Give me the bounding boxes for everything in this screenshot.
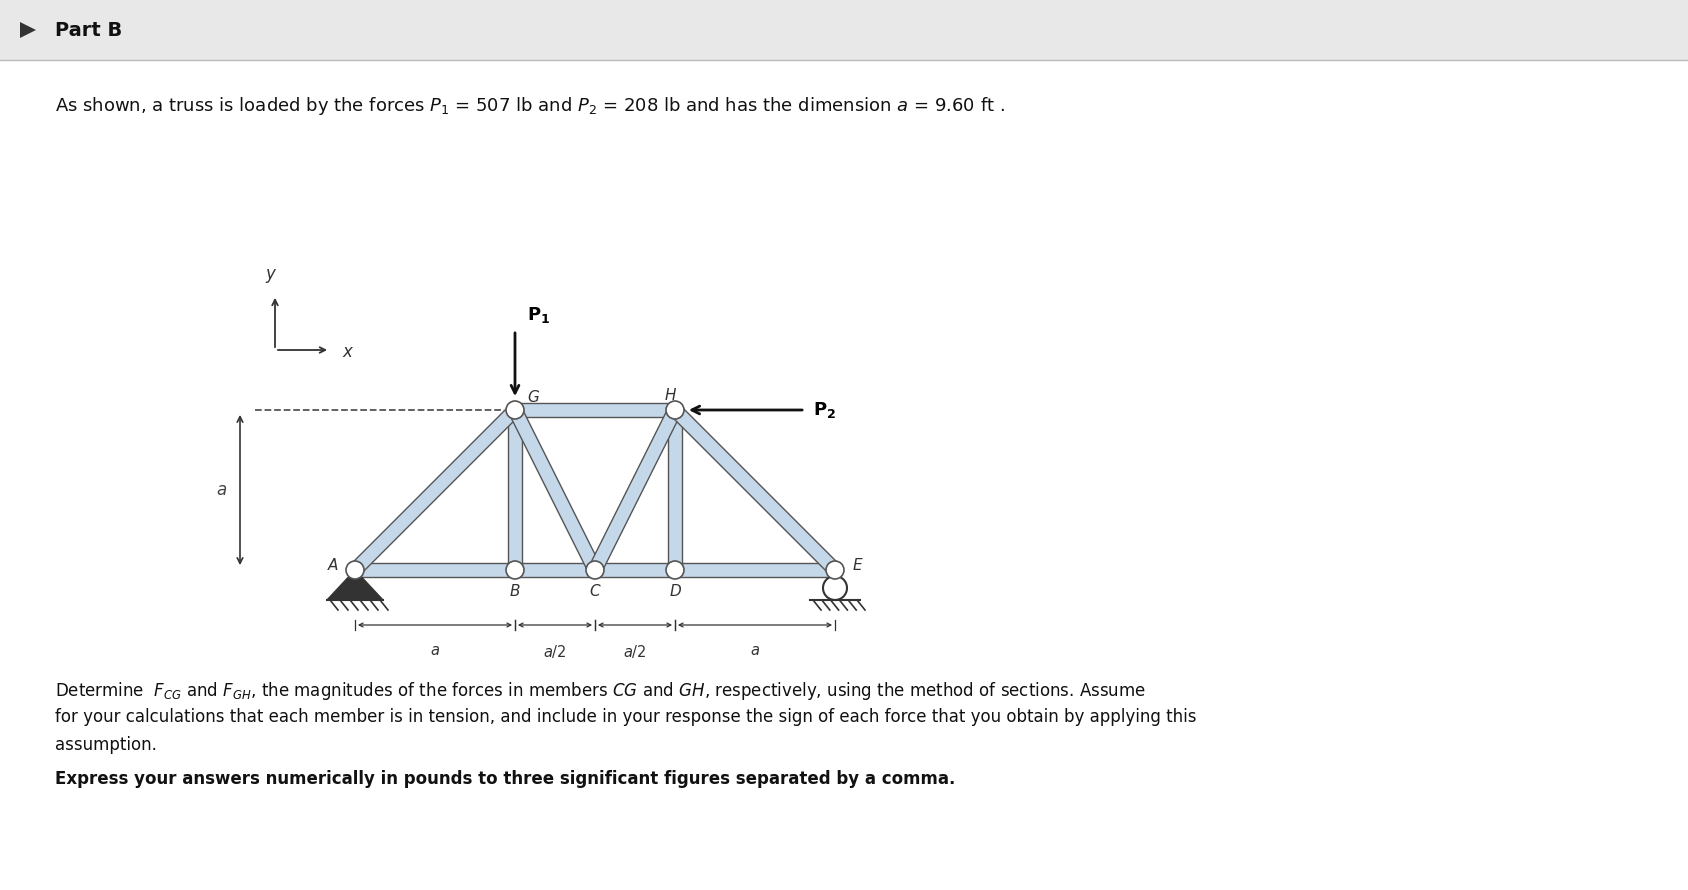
Text: A: A [327, 557, 338, 572]
Circle shape [825, 561, 844, 579]
Circle shape [824, 576, 847, 600]
Polygon shape [20, 22, 35, 38]
Text: $\mathbf{P_1}$: $\mathbf{P_1}$ [527, 305, 550, 325]
Text: $a/2$: $a/2$ [544, 643, 567, 660]
Bar [0, 0, 1688, 60]
Text: C: C [589, 585, 601, 600]
Text: x: x [343, 343, 351, 361]
Circle shape [346, 561, 365, 579]
Polygon shape [675, 563, 836, 577]
Polygon shape [668, 410, 682, 570]
Text: assumption.: assumption. [56, 736, 157, 754]
Polygon shape [349, 405, 520, 575]
Text: G: G [527, 391, 538, 406]
Text: $a$: $a$ [430, 643, 441, 658]
Circle shape [506, 561, 523, 579]
Polygon shape [515, 403, 675, 417]
Text: $a$: $a$ [749, 643, 760, 658]
Polygon shape [670, 405, 841, 575]
Polygon shape [327, 570, 383, 600]
Text: $\mathbf{P_2}$: $\mathbf{P_2}$ [814, 400, 836, 420]
Circle shape [586, 561, 604, 579]
Text: As shown, a truss is loaded by the forces $P_1$ = 507 lb and $P_2$ = 208 lb and : As shown, a truss is loaded by the force… [56, 95, 1004, 117]
Polygon shape [515, 563, 594, 577]
Polygon shape [594, 563, 675, 577]
Circle shape [667, 561, 684, 579]
Polygon shape [354, 563, 515, 577]
Text: $a$: $a$ [216, 481, 228, 499]
Circle shape [667, 401, 684, 419]
Text: $a/2$: $a/2$ [623, 643, 647, 660]
Text: D: D [668, 585, 680, 600]
Polygon shape [508, 410, 522, 570]
Text: Part B: Part B [56, 20, 122, 39]
Text: H: H [665, 389, 675, 403]
Polygon shape [508, 407, 601, 573]
Circle shape [506, 401, 523, 419]
Text: B: B [510, 585, 520, 600]
Text: Determine  $F_{CG}$ and $F_{GH}$, the magnitudes of the forces in members $CG$ a: Determine $F_{CG}$ and $F_{GH}$, the mag… [56, 680, 1146, 702]
Text: E: E [852, 557, 863, 572]
Text: Express your answers numerically in pounds to three significant figures separate: Express your answers numerically in poun… [56, 770, 955, 788]
Text: y: y [265, 265, 275, 283]
Polygon shape [589, 407, 682, 573]
Text: for your calculations that each member is in tension, and include in your respon: for your calculations that each member i… [56, 708, 1197, 726]
